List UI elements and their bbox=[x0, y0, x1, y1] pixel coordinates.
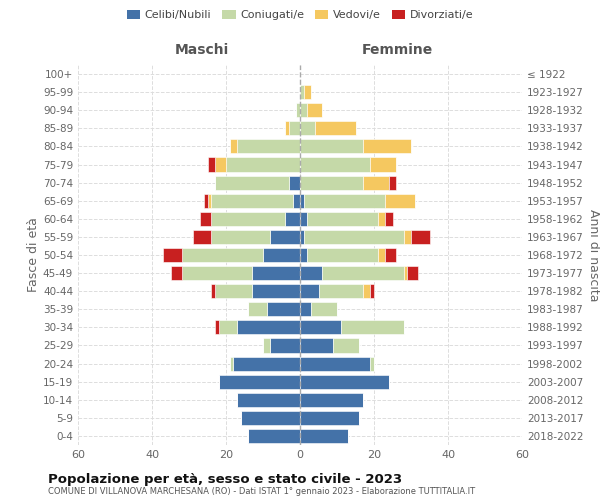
Bar bbox=[300, 338, 334, 352]
Text: Popolazione per età, sesso e stato civile - 2023: Popolazione per età, sesso e stato civil… bbox=[48, 472, 402, 486]
Bar bbox=[211, 230, 271, 244]
Bar bbox=[182, 248, 263, 262]
Bar bbox=[285, 212, 300, 226]
Bar bbox=[311, 302, 337, 316]
Bar bbox=[211, 284, 215, 298]
Bar bbox=[266, 302, 300, 316]
Bar bbox=[300, 194, 304, 208]
Bar bbox=[300, 122, 315, 136]
Bar bbox=[271, 338, 300, 352]
Bar bbox=[204, 194, 208, 208]
Bar bbox=[363, 140, 411, 153]
Bar bbox=[341, 320, 404, 334]
Bar bbox=[300, 266, 322, 280]
Bar bbox=[215, 158, 226, 172]
Bar bbox=[252, 266, 300, 280]
Y-axis label: Fasce di età: Fasce di età bbox=[27, 218, 40, 292]
Bar bbox=[370, 356, 374, 370]
Text: Maschi: Maschi bbox=[175, 44, 229, 58]
Bar bbox=[315, 122, 355, 136]
Bar bbox=[182, 266, 252, 280]
Bar bbox=[300, 85, 304, 99]
Legend: Celibi/Nubili, Coniugati/e, Vedovi/e, Divorziati/e: Celibi/Nubili, Coniugati/e, Vedovi/e, Di… bbox=[122, 6, 478, 25]
Bar bbox=[300, 140, 363, 153]
Bar bbox=[211, 212, 285, 226]
Bar bbox=[300, 411, 359, 425]
Bar bbox=[218, 320, 237, 334]
Bar bbox=[307, 212, 378, 226]
Bar bbox=[300, 248, 307, 262]
Bar bbox=[363, 176, 389, 190]
Bar bbox=[252, 284, 300, 298]
Bar bbox=[248, 429, 300, 443]
Bar bbox=[193, 230, 211, 244]
Bar bbox=[307, 103, 322, 118]
Bar bbox=[215, 284, 252, 298]
Y-axis label: Anni di nascita: Anni di nascita bbox=[587, 209, 600, 301]
Bar bbox=[370, 284, 374, 298]
Bar bbox=[300, 230, 304, 244]
Bar bbox=[370, 158, 396, 172]
Bar bbox=[230, 356, 233, 370]
Bar bbox=[300, 284, 319, 298]
Bar bbox=[237, 392, 300, 407]
Bar bbox=[248, 302, 266, 316]
Bar bbox=[208, 158, 215, 172]
Bar bbox=[300, 429, 348, 443]
Bar bbox=[218, 374, 300, 388]
Bar bbox=[170, 266, 182, 280]
Bar bbox=[307, 248, 378, 262]
Bar bbox=[300, 212, 307, 226]
Bar bbox=[300, 320, 341, 334]
Bar bbox=[241, 411, 300, 425]
Bar bbox=[378, 248, 385, 262]
Bar bbox=[385, 212, 392, 226]
Bar bbox=[300, 392, 363, 407]
Bar bbox=[300, 302, 311, 316]
Bar bbox=[363, 284, 370, 298]
Bar bbox=[300, 176, 363, 190]
Bar bbox=[271, 230, 300, 244]
Bar bbox=[237, 140, 300, 153]
Bar bbox=[300, 356, 370, 370]
Bar bbox=[378, 212, 385, 226]
Bar bbox=[233, 356, 300, 370]
Bar bbox=[334, 338, 359, 352]
Bar bbox=[407, 266, 418, 280]
Bar bbox=[304, 85, 311, 99]
Bar bbox=[389, 176, 396, 190]
Bar bbox=[289, 176, 300, 190]
Bar bbox=[300, 103, 307, 118]
Bar bbox=[300, 158, 370, 172]
Bar bbox=[385, 248, 396, 262]
Bar bbox=[230, 140, 237, 153]
Bar bbox=[208, 194, 211, 208]
Bar bbox=[411, 230, 430, 244]
Bar bbox=[211, 194, 293, 208]
Bar bbox=[226, 158, 300, 172]
Bar bbox=[200, 212, 211, 226]
Bar bbox=[304, 194, 385, 208]
Bar bbox=[163, 248, 182, 262]
Bar bbox=[322, 266, 404, 280]
Bar bbox=[215, 176, 289, 190]
Text: COMUNE DI VILLANOVA MARCHESANA (RO) - Dati ISTAT 1° gennaio 2023 - Elaborazione : COMUNE DI VILLANOVA MARCHESANA (RO) - Da… bbox=[48, 487, 475, 496]
Bar bbox=[404, 266, 407, 280]
Bar bbox=[215, 320, 218, 334]
Bar bbox=[304, 230, 404, 244]
Text: Femmine: Femmine bbox=[362, 44, 433, 58]
Bar bbox=[285, 122, 289, 136]
Bar bbox=[300, 374, 389, 388]
Bar bbox=[237, 320, 300, 334]
Bar bbox=[385, 194, 415, 208]
Bar bbox=[293, 194, 300, 208]
Bar bbox=[404, 230, 411, 244]
Bar bbox=[319, 284, 363, 298]
Bar bbox=[289, 122, 300, 136]
Bar bbox=[263, 248, 300, 262]
Bar bbox=[263, 338, 271, 352]
Bar bbox=[296, 103, 300, 118]
